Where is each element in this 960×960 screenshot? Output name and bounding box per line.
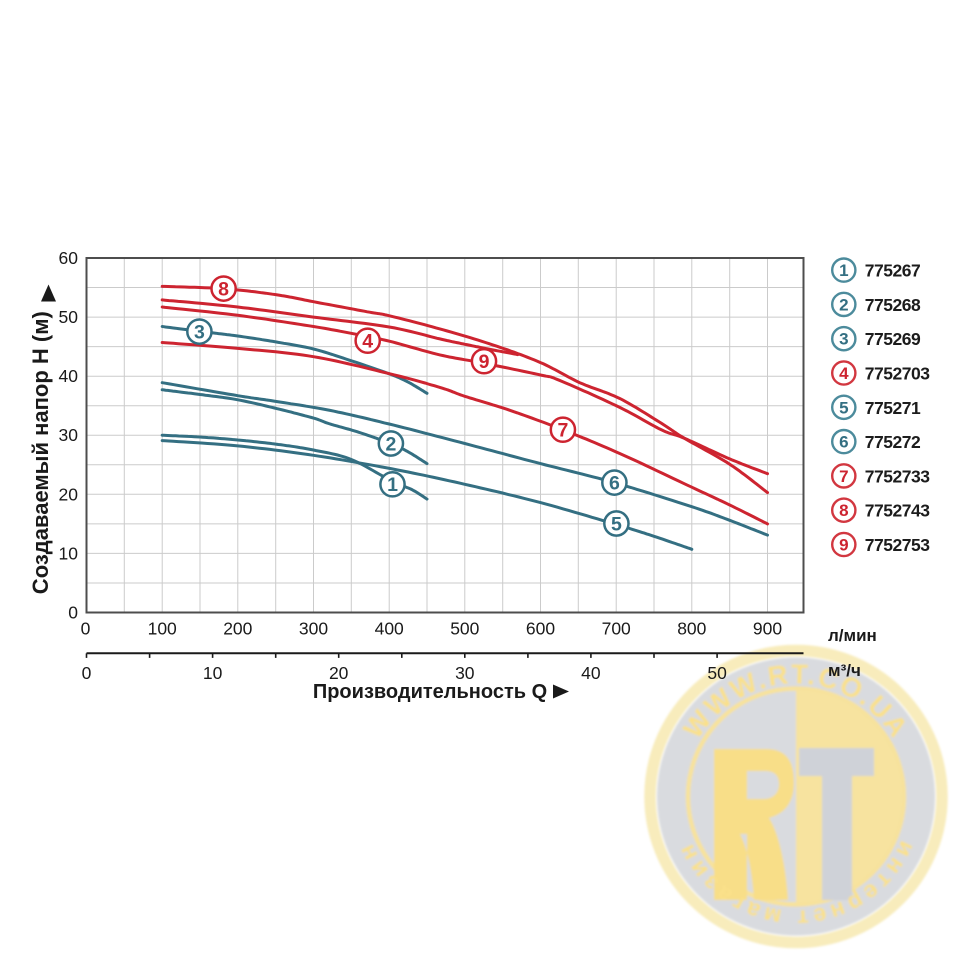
svg-text:1: 1 <box>387 474 398 496</box>
svg-text:7752703: 7752703 <box>865 364 930 384</box>
svg-text:200: 200 <box>223 619 252 639</box>
svg-text:775267: 775267 <box>865 261 920 281</box>
svg-text:Создаваемый напор Н (м): Создаваемый напор Н (м) <box>28 311 53 594</box>
svg-text:300: 300 <box>299 619 328 639</box>
svg-text:40: 40 <box>59 366 79 386</box>
svg-text:50: 50 <box>707 663 727 683</box>
svg-text:10: 10 <box>203 663 223 683</box>
svg-text:775272: 775272 <box>865 432 921 452</box>
svg-text:775269: 775269 <box>865 329 921 349</box>
svg-text:4: 4 <box>362 331 373 353</box>
svg-text:40: 40 <box>581 663 601 683</box>
svg-text:л/мин: л/мин <box>828 626 877 645</box>
svg-text:2: 2 <box>839 295 848 314</box>
svg-text:4: 4 <box>839 364 849 383</box>
svg-text:7: 7 <box>839 467 848 486</box>
svg-text:500: 500 <box>450 619 479 639</box>
svg-text:5: 5 <box>611 513 622 535</box>
svg-text:30: 30 <box>59 425 79 445</box>
svg-text:20: 20 <box>329 663 349 683</box>
svg-text:1: 1 <box>839 261 848 280</box>
svg-text:5: 5 <box>839 398 848 417</box>
svg-text:м³/ч: м³/ч <box>828 661 861 680</box>
svg-text:0: 0 <box>81 619 91 639</box>
svg-text:8: 8 <box>839 501 848 520</box>
svg-text:9: 9 <box>839 536 848 555</box>
svg-text:2: 2 <box>385 433 396 455</box>
svg-text:0: 0 <box>82 663 92 683</box>
svg-text:10: 10 <box>59 543 79 563</box>
svg-text:20: 20 <box>59 484 79 504</box>
svg-text:775271: 775271 <box>865 398 921 418</box>
svg-text:8: 8 <box>218 278 229 300</box>
svg-text:7: 7 <box>557 420 568 442</box>
svg-text:775268: 775268 <box>865 295 921 315</box>
svg-text:6: 6 <box>839 433 848 452</box>
svg-text:7752733: 7752733 <box>865 466 930 486</box>
svg-text:700: 700 <box>602 619 631 639</box>
svg-text:0: 0 <box>68 603 78 623</box>
svg-text:6: 6 <box>609 472 620 494</box>
svg-text:400: 400 <box>375 619 404 639</box>
svg-text:Производительность Q: Производительность Q <box>313 681 547 703</box>
svg-text:7752753: 7752753 <box>865 535 930 555</box>
svg-text:9: 9 <box>479 351 490 373</box>
svg-text:50: 50 <box>59 307 79 327</box>
svg-text:60: 60 <box>59 248 79 268</box>
svg-text:7752743: 7752743 <box>865 501 930 521</box>
svg-text:100: 100 <box>148 619 177 639</box>
svg-text:3: 3 <box>839 330 848 349</box>
svg-text:3: 3 <box>194 321 205 343</box>
svg-text:600: 600 <box>526 619 555 639</box>
svg-text:30: 30 <box>455 663 475 683</box>
svg-text:800: 800 <box>677 619 706 639</box>
svg-text:900: 900 <box>753 619 782 639</box>
